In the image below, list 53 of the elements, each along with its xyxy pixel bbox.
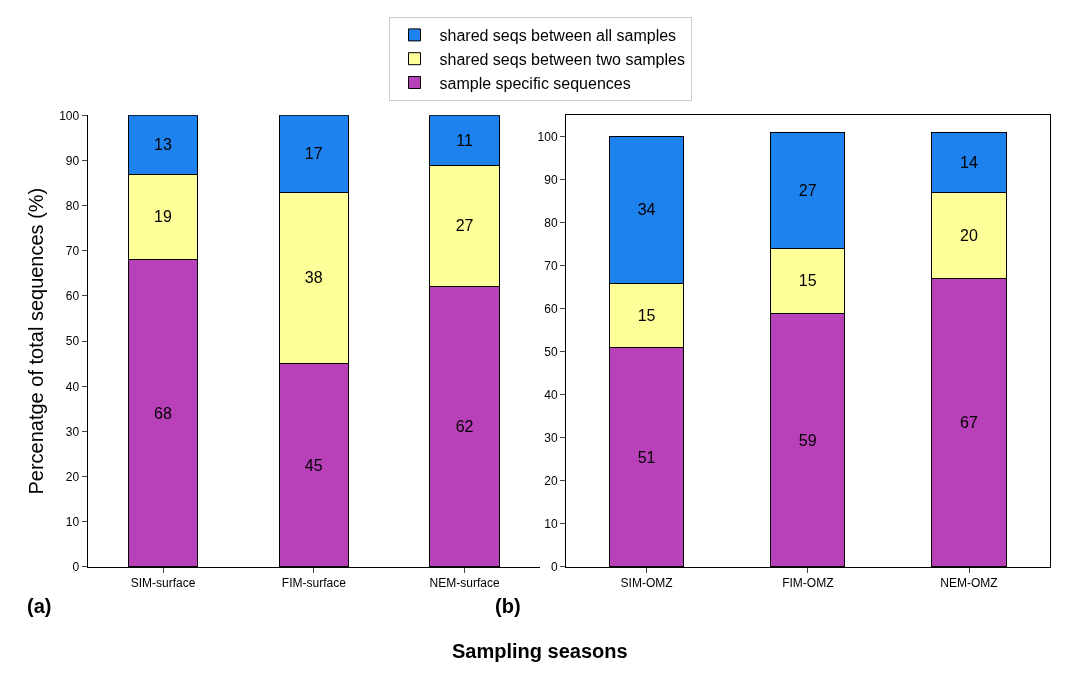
y-tick-label: 50	[544, 345, 558, 360]
y-tick-label: 80	[544, 216, 558, 231]
data-label: 13	[154, 136, 172, 154]
y-tick-label: 100	[59, 108, 80, 123]
y-tick-label: 90	[544, 173, 558, 188]
y-tick-label: 40	[544, 388, 558, 403]
data-label: 15	[637, 306, 656, 324]
data-label: 17	[304, 145, 323, 163]
y-tick-label: 60	[65, 289, 80, 304]
x-tick-label: NEM-OMZ	[940, 576, 998, 591]
data-label: 20	[960, 227, 978, 245]
y-tick-label: 20	[544, 474, 558, 489]
y-tick-label: 100	[537, 130, 558, 145]
data-label: 11	[456, 131, 473, 149]
data-label: 14	[960, 154, 978, 172]
data-label: 68	[154, 404, 172, 422]
data-label: 19	[154, 208, 172, 226]
y-tick-label: 30	[65, 424, 80, 439]
text: (a)	[27, 595, 52, 617]
data-label: 59	[798, 431, 817, 449]
y-axis-title: Percenatge of total sequences (%)	[24, 187, 47, 495]
x-tick-label: SIM-surface	[130, 576, 196, 591]
data-label: 62	[455, 418, 474, 436]
data-label: 51	[637, 448, 656, 466]
x-tick-label: SIM-OMZ	[620, 576, 673, 591]
x-tick-label: NEM-surface	[429, 576, 500, 591]
y-tick-label: 50	[65, 334, 80, 349]
data-label: 38	[304, 269, 323, 287]
legend-label: shared seqs between all samples	[439, 27, 677, 45]
data-label: 27	[798, 182, 817, 200]
text: (b)	[495, 595, 521, 617]
y-tick-label: 70	[65, 244, 80, 259]
y-tick-label: 10	[544, 517, 558, 532]
data-label: 34	[637, 201, 656, 219]
y-tick-label: 40	[65, 379, 80, 394]
y-tick-label: 10	[65, 514, 80, 529]
data-label: 27	[455, 217, 474, 235]
x-axis-title: Sampling seasons	[452, 640, 628, 662]
y-tick-label: 20	[65, 469, 80, 484]
y-tick-label: 0	[550, 560, 558, 575]
legend-label: shared seqs between two samples	[439, 50, 685, 68]
y-tick-label: 90	[65, 153, 80, 168]
data-label: 15	[798, 272, 817, 290]
data-label: 67	[960, 414, 978, 432]
y-tick-label: 70	[544, 259, 558, 274]
legend-label: sample specific sequences	[439, 74, 631, 92]
y-tick-label: 30	[544, 431, 558, 446]
y-tick-label: 80	[65, 198, 80, 213]
y-tick-label: 60	[544, 302, 558, 317]
x-tick-label: FIM-surface	[281, 576, 347, 591]
x-tick-label: FIM-OMZ	[782, 576, 834, 591]
y-tick-label: 0	[72, 560, 80, 575]
data-label: 45	[304, 456, 323, 474]
